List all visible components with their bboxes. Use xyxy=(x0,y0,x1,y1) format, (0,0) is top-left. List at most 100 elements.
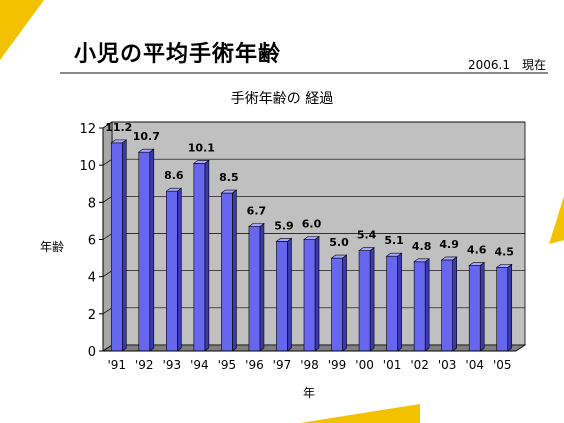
bar-front xyxy=(331,257,343,352)
data-label: 4.8 xyxy=(412,240,432,253)
x-tick-label: '03 xyxy=(438,358,457,372)
slide-title: 小児の平均手術年齢 xyxy=(74,42,282,67)
bar-top xyxy=(303,236,320,240)
data-label: 5.4 xyxy=(357,229,377,242)
data-label: 4.5 xyxy=(494,245,514,258)
slide-date: 2006.1 現在 xyxy=(468,58,546,72)
bar-top xyxy=(468,262,486,266)
y-tick-label: 0 xyxy=(88,345,96,360)
x-tick-label: '04 xyxy=(465,358,484,372)
bar xyxy=(440,256,458,352)
bar-side xyxy=(342,254,347,352)
bar-side xyxy=(259,222,265,352)
bar-side xyxy=(424,258,430,352)
bar xyxy=(358,247,375,352)
x-tick-label: '91 xyxy=(107,358,126,372)
x-tick-label: '02 xyxy=(410,358,429,372)
data-label: 4.9 xyxy=(439,238,459,251)
y-tick-label: 12 xyxy=(79,122,96,137)
x-tick-label: '99 xyxy=(328,358,347,372)
bar-side xyxy=(507,263,513,352)
bar-front xyxy=(413,261,426,352)
bar-side xyxy=(232,189,237,352)
gridline xyxy=(102,121,525,129)
bar xyxy=(495,263,513,352)
bar-front xyxy=(138,151,151,352)
data-label: 5.0 xyxy=(329,236,349,249)
data-label: 6.7 xyxy=(247,204,267,217)
y-tick-label: 6 xyxy=(88,234,96,249)
bar-side xyxy=(121,139,127,352)
bar xyxy=(220,189,238,352)
corner-accent-top-left xyxy=(0,0,44,60)
bar-side xyxy=(314,235,320,352)
bar-side xyxy=(479,261,485,352)
bar-front xyxy=(441,259,453,352)
bar xyxy=(110,139,128,352)
data-label: 10.1 xyxy=(188,141,215,154)
x-tick-label: '92 xyxy=(135,358,154,372)
bar-front xyxy=(248,226,261,352)
data-label: 6.0 xyxy=(302,218,322,231)
bar-side xyxy=(452,256,457,352)
y-axis-label: 年齢 xyxy=(40,240,65,254)
bar-top xyxy=(330,254,348,259)
y-tick-label: 8 xyxy=(88,196,96,211)
bar xyxy=(468,261,486,352)
bar-top xyxy=(165,187,183,192)
x-tick-label: '05 xyxy=(493,358,512,372)
x-tick-label: '96 xyxy=(245,358,264,372)
bar-front xyxy=(166,190,178,352)
corner-accent-right xyxy=(549,196,564,244)
y-tick-label: 2 xyxy=(88,308,96,323)
bar-top xyxy=(110,139,128,144)
data-label: 4.6 xyxy=(467,244,487,257)
bar-side xyxy=(204,159,210,352)
data-label: 8.6 xyxy=(164,169,184,182)
bar-front xyxy=(221,192,233,352)
bar-top xyxy=(220,189,238,194)
bar xyxy=(275,237,293,352)
x-tick-label: '97 xyxy=(273,358,292,372)
data-label: 5.1 xyxy=(384,234,404,247)
bar-top xyxy=(385,252,403,257)
y-tick-label: 4 xyxy=(88,271,96,286)
bar-top xyxy=(275,238,293,242)
bar xyxy=(413,258,431,352)
bar-side xyxy=(287,237,292,352)
bar xyxy=(385,252,403,352)
bar-top xyxy=(248,223,265,227)
bar-top xyxy=(192,160,210,164)
bar-top xyxy=(495,264,513,268)
data-label: 5.9 xyxy=(274,219,294,232)
x-tick-label: '00 xyxy=(355,358,374,372)
x-tick-label: '93 xyxy=(163,358,182,372)
x-tick-label: '94 xyxy=(190,358,209,372)
bar-front xyxy=(468,265,481,352)
bar-top xyxy=(137,148,155,153)
bar-side xyxy=(177,187,182,352)
bar xyxy=(192,159,210,352)
bar-front xyxy=(110,142,123,352)
bar-side xyxy=(149,148,155,352)
bar xyxy=(165,187,183,352)
chart-title: 手術年齢の 経過 xyxy=(230,91,334,107)
bar-front xyxy=(193,163,206,352)
data-label: 8.5 xyxy=(219,171,239,184)
x-tick-label: '98 xyxy=(300,358,319,372)
bar-front xyxy=(386,255,398,352)
bar-front xyxy=(358,250,371,352)
bar-front xyxy=(496,267,509,352)
x-tick-label: '95 xyxy=(218,358,237,372)
data-label: 11.2 xyxy=(105,121,132,134)
bar-front xyxy=(303,239,316,352)
bar-side xyxy=(369,247,375,352)
bar xyxy=(303,235,320,352)
bar-top xyxy=(358,247,375,251)
bar-top xyxy=(440,256,458,261)
corner-accent-bottom xyxy=(300,404,420,423)
y-tick-label: 10 xyxy=(79,159,96,174)
